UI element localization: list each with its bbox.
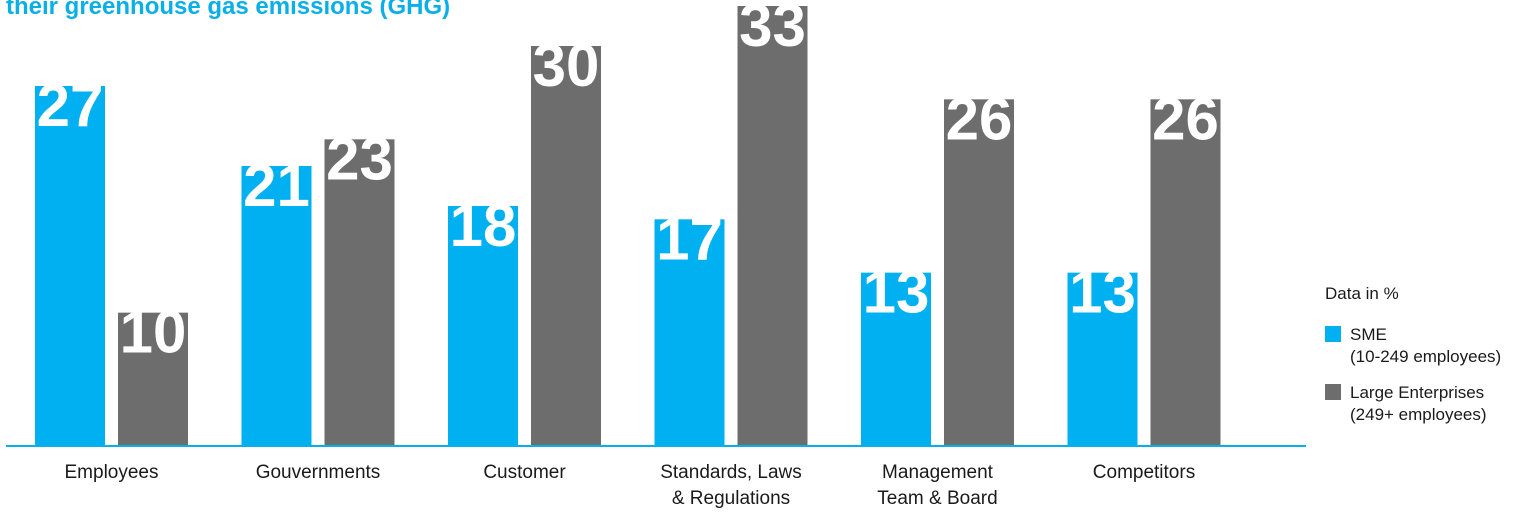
bar-sme-management-team-board [861,272,931,446]
category-label-gouvernments: Gouvernments [256,462,381,483]
legend-item-large: Large Enterprises (249+ employees) [1325,382,1521,426]
legend: Data in % SME (10-249 employees) Large E… [1325,284,1521,440]
value-label-large-employees: 10 [120,299,187,366]
bar-large-gouvernments [324,139,395,447]
legend-swatch-sme [1325,326,1341,342]
legend-label-large: Large Enterprises [1350,383,1485,402]
value-label-large-customer: 30 [533,32,600,99]
value-label-sme-gouvernments: 21 [243,152,310,219]
bar-large-employees [118,312,188,446]
legend-item-sme: SME (10-249 employees) [1325,324,1521,368]
value-label-sme-standards-laws-regulations: 17 [656,205,723,272]
legend-swatch-large [1325,384,1341,400]
category-label-standards-laws-regulations: Standards, Laws & Regulations [660,462,802,509]
value-label-sme-employees: 27 [37,72,104,139]
value-label-large-standards-laws-regulations: 33 [739,0,806,59]
legend-label-sme: SME [1350,325,1387,344]
value-label-large-competitors: 26 [1152,85,1219,152]
category-label-employees: Employees [65,462,159,483]
category-label-customer: Customer [483,462,566,483]
bar-large-customer [531,46,601,446]
value-label-sme-management-team-board: 13 [863,259,930,326]
value-label-sme-competitors: 13 [1069,259,1136,326]
bar-sme-gouvernments [241,166,312,446]
category-label-competitors: Competitors [1093,462,1195,483]
legend-detail-sme: (10-249 employees) [1350,347,1502,366]
value-label-large-gouvernments: 23 [326,125,393,192]
bar-sme-standards-laws-regulations [654,219,725,446]
chart-title: their greenhouse gas emissions (GHG) [6,0,451,20]
bar-sme-employees [35,86,105,446]
category-label-management-team-board: Management Team & Board [877,462,997,509]
bar-sme-customer [448,206,518,446]
value-label-sme-customer: 18 [450,192,517,259]
bar-large-standards-laws-regulations [737,6,808,446]
legend-detail-large: (249+ employees) [1350,405,1487,424]
bar-large-management-team-board [944,99,1014,446]
legend-title: Data in % [1325,284,1399,303]
bar-sme-competitors [1067,272,1138,446]
bar-large-competitors [1150,99,1221,446]
value-label-large-management-team-board: 26 [946,85,1013,152]
